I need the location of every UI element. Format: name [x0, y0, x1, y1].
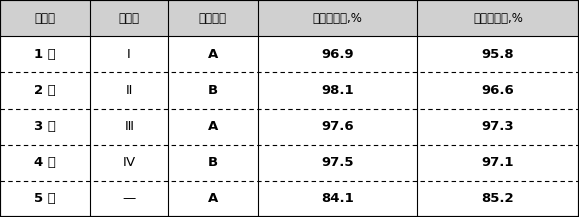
Bar — [168, 36, 258, 72]
Text: 96.6: 96.6 — [482, 84, 514, 97]
Text: 3 号: 3 号 — [34, 120, 56, 133]
Bar — [417, 0, 579, 36]
Text: 促进剂: 促进剂 — [118, 12, 140, 25]
Text: 97.5: 97.5 — [321, 156, 354, 169]
Bar — [0, 181, 90, 217]
Text: B: B — [208, 156, 218, 169]
Text: 84.1: 84.1 — [321, 192, 354, 205]
Bar — [417, 108, 579, 145]
Text: Ⅱ: Ⅱ — [126, 84, 132, 97]
Text: —: — — [122, 192, 135, 205]
Bar — [168, 181, 258, 217]
Bar — [90, 181, 168, 217]
Bar — [0, 36, 90, 72]
Bar — [258, 0, 417, 36]
Bar — [0, 108, 90, 145]
Text: 5 号: 5 号 — [34, 192, 56, 205]
Bar — [0, 145, 90, 181]
Text: 4 号: 4 号 — [34, 156, 56, 169]
Bar — [0, 0, 90, 36]
Text: 97.6: 97.6 — [321, 120, 354, 133]
Bar — [168, 0, 258, 36]
Text: A: A — [208, 120, 218, 133]
Text: B: B — [208, 84, 218, 97]
Bar — [168, 108, 258, 145]
Bar — [90, 36, 168, 72]
Bar — [0, 72, 90, 108]
Bar — [258, 72, 417, 108]
Text: 95.8: 95.8 — [482, 48, 514, 61]
Text: 1 号: 1 号 — [34, 48, 56, 61]
Text: Ⅲ: Ⅲ — [124, 120, 133, 133]
Bar — [417, 36, 579, 72]
Bar — [168, 72, 258, 108]
Text: 2 号: 2 号 — [34, 84, 56, 97]
Text: 反应器: 反应器 — [34, 12, 56, 25]
Bar — [258, 145, 417, 181]
Text: 氨氮去除率,%: 氨氮去除率,% — [312, 12, 362, 25]
Text: 总氮去除率,%: 总氮去除率,% — [473, 12, 523, 25]
Bar — [258, 108, 417, 145]
Text: A: A — [208, 192, 218, 205]
Bar — [90, 108, 168, 145]
Bar — [417, 181, 579, 217]
Text: A: A — [208, 48, 218, 61]
Bar — [90, 72, 168, 108]
Text: 98.1: 98.1 — [321, 84, 354, 97]
Bar — [417, 145, 579, 181]
Bar — [258, 36, 417, 72]
Bar — [168, 145, 258, 181]
Text: 97.3: 97.3 — [482, 120, 514, 133]
Bar — [258, 181, 417, 217]
Text: 96.9: 96.9 — [321, 48, 354, 61]
Bar — [417, 72, 579, 108]
Text: Ⅰ: Ⅰ — [127, 48, 131, 61]
Bar — [90, 0, 168, 36]
Bar — [90, 145, 168, 181]
Text: 85.2: 85.2 — [482, 192, 514, 205]
Text: 97.1: 97.1 — [482, 156, 514, 169]
Text: 脱氮菌剂: 脱氮菌剂 — [199, 12, 227, 25]
Text: Ⅳ: Ⅳ — [123, 156, 135, 169]
